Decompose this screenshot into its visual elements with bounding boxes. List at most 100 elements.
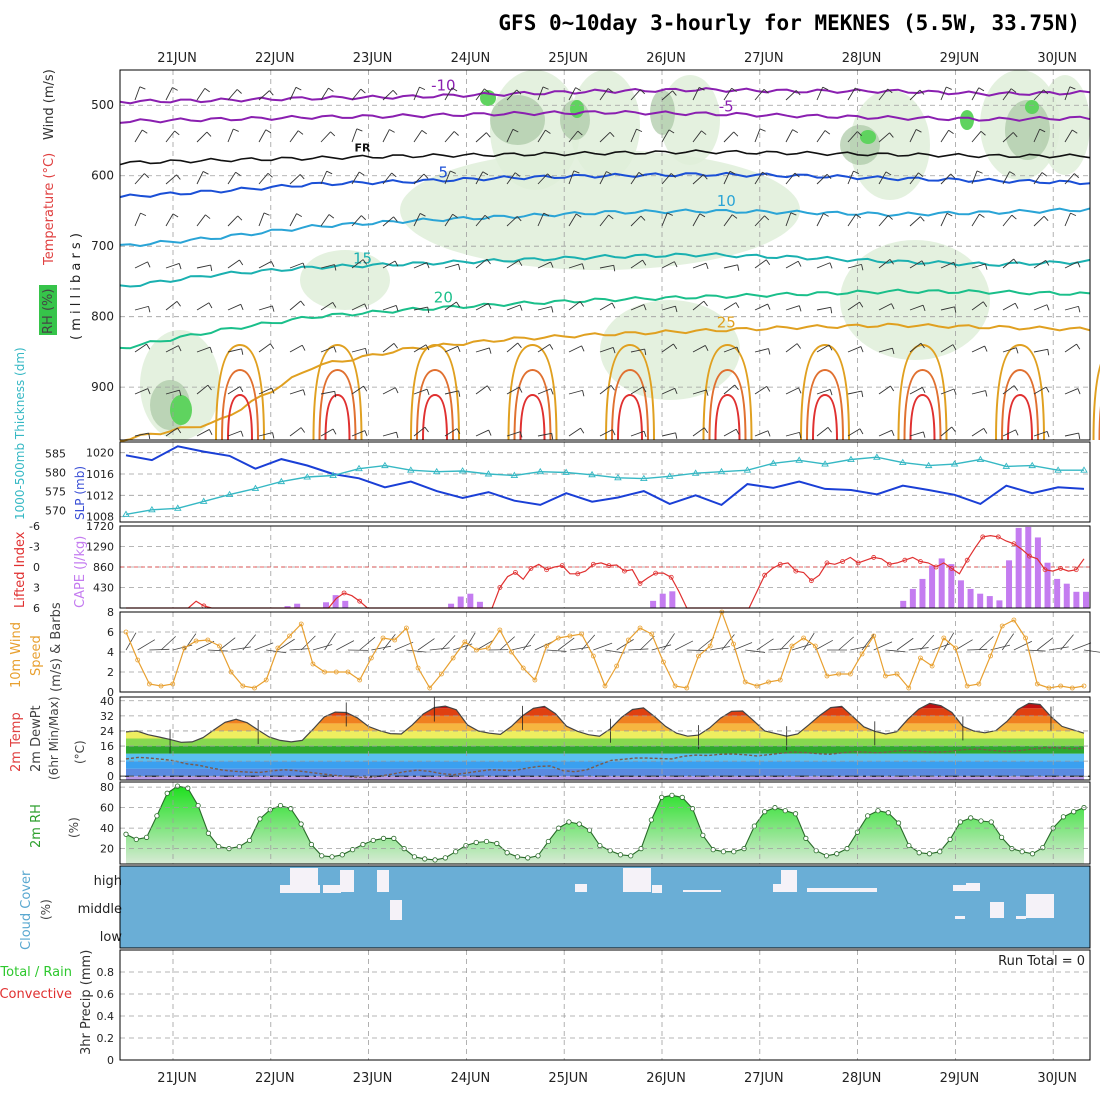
rh-marker — [700, 832, 706, 838]
temperature-axis-label: Temperature (°C) — [42, 153, 57, 266]
wind10-marker — [684, 685, 690, 691]
wind10-barb — [394, 641, 414, 651]
rh-tick: 40 — [100, 822, 114, 835]
wind-barb-flag — [610, 385, 615, 391]
wind-barb — [816, 262, 831, 269]
rh-marker — [844, 846, 850, 852]
cloud-cell — [340, 870, 354, 892]
wind-barb-flag — [920, 216, 925, 222]
wind-barb — [258, 305, 273, 311]
rh-marker — [380, 835, 387, 841]
thickness-marker — [1002, 462, 1011, 469]
thickness-tick: 585 — [45, 447, 66, 460]
warm-cell — [318, 368, 357, 441]
wind-barb-flag — [270, 261, 275, 268]
wind-barb — [413, 426, 426, 437]
wind-barb — [599, 347, 614, 353]
wind10-line — [125, 610, 1085, 690]
wind-barb-flag — [453, 131, 459, 136]
wind-barb — [165, 263, 180, 269]
wind10-barb — [382, 633, 396, 651]
wind-barb-flag — [458, 264, 461, 271]
wind10-marker — [754, 683, 760, 689]
temp-band — [126, 723, 1084, 731]
wind10-marker — [906, 685, 912, 691]
temp-tick: 0 — [107, 770, 114, 783]
wind-barb-flag — [419, 86, 426, 91]
wind-barb-flag — [764, 215, 770, 221]
rh-shade-dark — [840, 125, 880, 165]
warm-cell — [1007, 393, 1033, 441]
wind-barb-flag — [179, 390, 182, 397]
rh-marker — [875, 808, 881, 814]
wind-barb — [413, 344, 427, 353]
wind-barb — [599, 429, 613, 437]
wind-barb-flag — [918, 172, 924, 177]
cloud-cell — [1026, 894, 1054, 918]
wind-barb-flag — [1046, 431, 1050, 438]
wind-barb-flag — [984, 263, 988, 270]
cloud-level-label: low — [100, 930, 123, 945]
wind-barb-flag — [827, 427, 832, 433]
rh-marker — [762, 809, 768, 815]
wind10-barb — [943, 632, 955, 651]
wind-barb — [940, 261, 954, 269]
wind-barb — [258, 261, 272, 269]
wind-barb — [1033, 304, 1048, 311]
wind-barb-flag — [978, 87, 985, 92]
wind10-marker — [555, 635, 561, 641]
wind10-marker — [847, 671, 853, 677]
rh-marker — [679, 794, 685, 800]
wind-barb — [630, 430, 645, 437]
isotherm-line — [119, 149, 1091, 166]
wind-barb — [289, 174, 301, 185]
wind10-marker — [1011, 617, 1017, 623]
wind10-marker — [1034, 681, 1040, 687]
wind-barb-flag — [890, 385, 895, 392]
wind-barb — [940, 173, 952, 185]
wind-barb-flag — [296, 213, 303, 218]
pressure-tick: 800 — [91, 310, 114, 324]
cape-tick: 430 — [93, 582, 114, 595]
wind-barb-flag — [550, 388, 554, 395]
rh-shade-high — [170, 395, 192, 425]
cloud-cell — [1016, 916, 1026, 919]
wind-barb-flag — [205, 214, 211, 219]
wind-barb-flag — [426, 389, 430, 396]
rh-marker — [792, 811, 799, 817]
wind10-barb — [242, 634, 256, 651]
rh-marker — [926, 851, 933, 857]
wind-barb-flag — [985, 390, 988, 397]
wind-barb — [661, 212, 668, 227]
cloud-cell — [953, 885, 967, 891]
wind-barb — [878, 259, 891, 269]
cloud-cell — [807, 888, 877, 892]
wind10-marker — [415, 665, 421, 671]
wind-barb — [1064, 129, 1073, 143]
wind-barb — [816, 87, 824, 101]
wind-barb — [723, 131, 735, 143]
wind-barb — [227, 348, 242, 353]
wind-barb — [320, 131, 331, 143]
wind-barb-flag — [581, 345, 585, 352]
wind-barb-flag — [885, 171, 892, 176]
wind-barb — [723, 384, 736, 395]
wind-barb — [940, 86, 947, 101]
wind-barb-flag — [636, 128, 643, 133]
wind-barb-flag — [332, 428, 337, 435]
cloud-cell — [575, 884, 587, 892]
wind-barb — [506, 386, 520, 395]
wind-barb-flag — [458, 390, 461, 397]
thickness-marker — [458, 467, 467, 474]
cape-bar — [957, 580, 964, 608]
thickness-marker — [122, 510, 130, 517]
date-tick-top: 30JUN — [1037, 51, 1077, 66]
thickness-marker — [847, 455, 855, 462]
wind-barb — [351, 430, 366, 437]
wind10-barb — [1072, 642, 1092, 651]
thickness-marker — [303, 473, 312, 480]
thickness-line — [125, 456, 1084, 516]
wind-barb — [1064, 343, 1077, 353]
wind-barb — [351, 259, 364, 269]
thickness-axis-label: 1000-500mb Thickness (dm) — [13, 347, 27, 520]
